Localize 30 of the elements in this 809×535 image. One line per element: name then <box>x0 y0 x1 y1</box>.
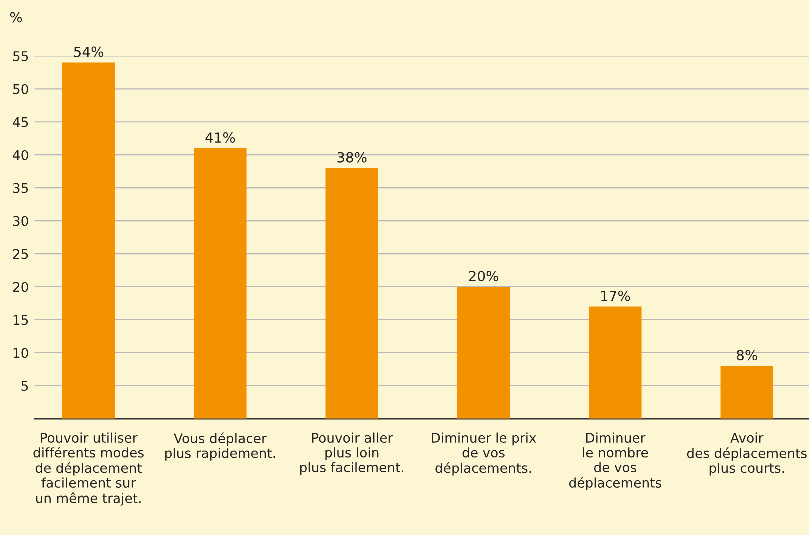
bar <box>720 366 774 419</box>
y-tick-label: 55 <box>13 52 28 62</box>
x-tick-label: Vous déplacer plus rapidement. <box>166 432 276 461</box>
data-label: 20% <box>469 271 498 282</box>
bar <box>62 62 116 419</box>
x-tick-label: Diminuer le nombre de vos déplacements <box>569 432 662 491</box>
y-tick-label: 35 <box>13 183 28 194</box>
x-tick-label: Avoir des déplacements plus courts. <box>687 432 807 476</box>
x-tick-label: Diminuer le prix de vos déplacements. <box>432 432 536 476</box>
y-tick-label: 50 <box>13 84 28 94</box>
x-tick-label: Pouvoir aller plus loin plus facilement. <box>300 432 404 476</box>
bar <box>589 306 642 419</box>
data-label: 38% <box>338 152 367 163</box>
y-tick-label: 45 <box>13 118 28 128</box>
y-tick-label: 15 <box>14 315 28 326</box>
y-tick-label: 10 <box>14 348 28 358</box>
data-label: 54% <box>74 46 104 58</box>
bar <box>326 168 378 419</box>
bar <box>194 148 247 419</box>
data-label: 41% <box>206 132 236 144</box>
y-tick-label: 20 <box>13 282 28 292</box>
bar <box>457 287 510 419</box>
y-tick-label: 40 <box>13 150 28 160</box>
y-tick-label: 5 <box>22 381 28 392</box>
y-tick-label: 25 <box>13 249 28 260</box>
data-label: 8% <box>737 350 758 361</box>
x-tick-label: Pouvoir utiliser différents modes de déplacement facilement sur un même trajet. <box>34 432 144 506</box>
y-axis-title: % <box>10 12 22 23</box>
y-tick-label: 30 <box>13 216 28 226</box>
data-label: 17% <box>602 290 630 302</box>
